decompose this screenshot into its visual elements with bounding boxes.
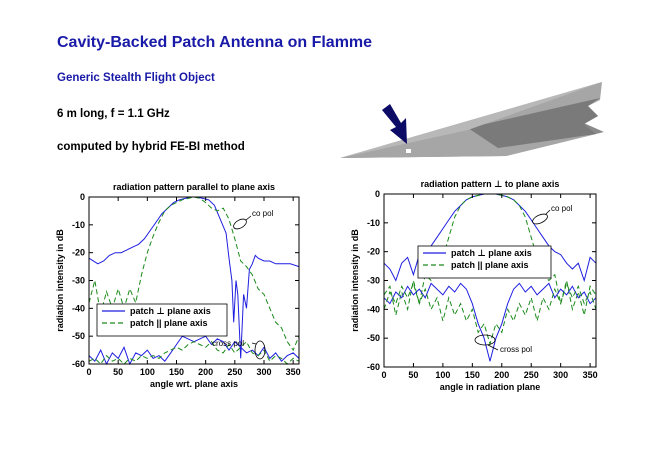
annotation-ellipse <box>474 334 496 346</box>
x-tick-label: 350 <box>286 367 301 377</box>
x-tick-label: 0 <box>86 367 91 377</box>
annotation-ellipse <box>532 213 548 225</box>
legend-box <box>96 303 228 337</box>
x-tick-label: 200 <box>494 370 509 380</box>
x-tick-label: 0 <box>381 370 386 380</box>
arrow-icon <box>382 104 407 144</box>
series-line-2 <box>383 282 597 362</box>
x-tick-label: 250 <box>227 367 242 377</box>
x-tick-label: 50 <box>408 370 418 380</box>
x-tick-label: 250 <box>524 370 539 380</box>
y-tick-label: -40 <box>367 304 380 314</box>
x-tick-label: 300 <box>256 367 271 377</box>
y-axis-label: radiation intensity in dB <box>350 229 360 332</box>
legend-entry: patch ⊥ plane axis <box>451 248 532 258</box>
x-tick-label: 150 <box>169 367 184 377</box>
annotation-leader <box>251 342 257 345</box>
x-tick-label: 200 <box>198 367 213 377</box>
y-tick-label: -20 <box>367 247 380 257</box>
x-tick-label: 100 <box>140 367 155 377</box>
chart-title: radiation pattern ⊥ to plane axis <box>421 179 560 189</box>
annotation-label: cross pol <box>500 345 532 354</box>
annotation-label: co pol <box>252 209 274 218</box>
plane-wing-shade <box>468 98 600 148</box>
annotation-leader <box>487 344 499 351</box>
x-tick-label: 150 <box>465 370 480 380</box>
method-line: computed by hybrid FE-BI method <box>57 141 245 153</box>
annotation-label: co pol <box>551 204 573 213</box>
annotation-label: cross pol <box>212 339 244 348</box>
patch-antenna-marker <box>406 149 411 153</box>
legend-entry: patch || plane axis <box>130 318 208 328</box>
legend-box <box>417 245 552 279</box>
y-tick-label: 0 <box>80 192 85 202</box>
y-tick-label: -10 <box>72 220 85 230</box>
y-tick-label: -50 <box>367 333 380 343</box>
y-tick-label: -50 <box>72 331 85 341</box>
x-axis-label: angle in radiation plane <box>440 382 541 392</box>
y-axis-label: radiation intensity in dB <box>55 229 65 332</box>
plot-area <box>384 194 596 367</box>
x-tick-label: 350 <box>583 370 598 380</box>
y-tick-label: -10 <box>367 218 380 228</box>
y-tick-label: -60 <box>367 362 380 372</box>
legend-entry: patch ⊥ plane axis <box>130 306 211 316</box>
y-tick-label: 0 <box>375 189 380 199</box>
x-tick-label: 300 <box>553 370 568 380</box>
y-tick-label: -30 <box>72 276 85 286</box>
y-tick-label: -30 <box>367 276 380 286</box>
series-line-3 <box>383 281 597 346</box>
x-tick-label: 50 <box>113 367 123 377</box>
series-line-3 <box>88 340 300 365</box>
annotation-ellipse <box>233 218 247 230</box>
annotation-leader <box>545 209 551 215</box>
y-tick-label: -20 <box>72 248 85 258</box>
legend-entry: patch || plane axis <box>451 260 529 270</box>
y-tick-label: -40 <box>72 303 85 313</box>
plane-rendering-image <box>340 82 604 158</box>
page-title: Cavity-Backed Patch Antenna on Flamme <box>57 34 373 51</box>
annotation-leader <box>245 215 252 221</box>
x-axis-label: angle wrt. plane axis <box>150 379 238 389</box>
subtitle: Generic Stealth Flight Object <box>57 72 215 84</box>
chart-title: radiation pattern parallel to plane axis <box>113 182 275 192</box>
y-tick-label: -60 <box>72 359 85 369</box>
annotation-ellipse <box>254 340 266 360</box>
series-line-0 <box>88 196 300 359</box>
x-tick-label: 100 <box>435 370 450 380</box>
spec-line: 6 m long, f = 1.1 GHz <box>57 108 170 120</box>
